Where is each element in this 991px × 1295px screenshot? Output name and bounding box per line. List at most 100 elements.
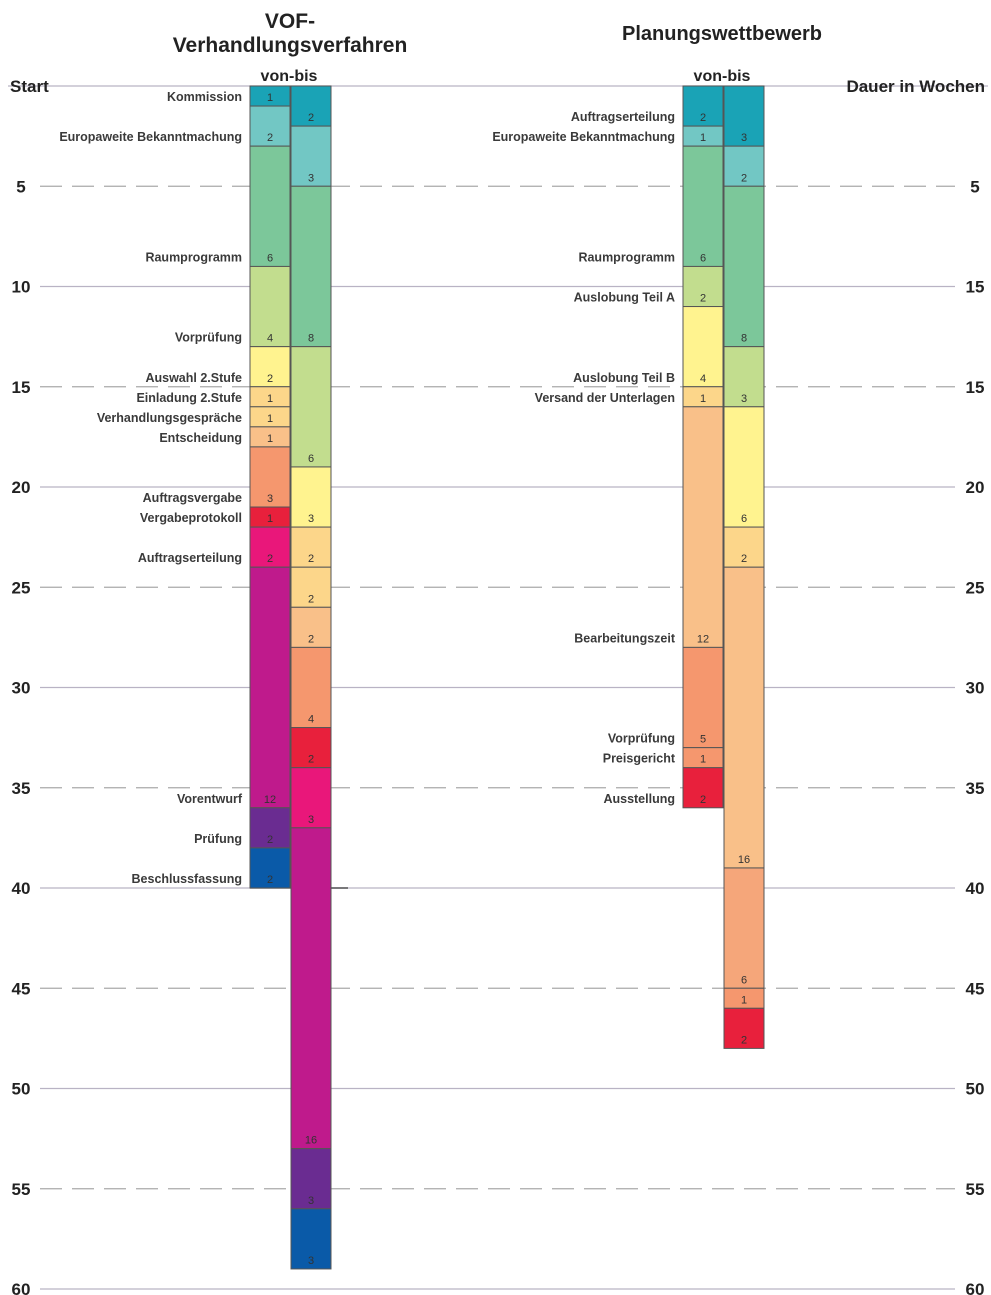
segment-value: 1 <box>267 433 273 445</box>
bar-segment <box>249 566 291 809</box>
segment-value: 2 <box>700 112 706 124</box>
bar-segment <box>723 406 765 528</box>
bar-segment <box>290 566 332 608</box>
titles: VOF-Verhandlungsverfahren Planungswettbew… <box>173 10 822 85</box>
segment-value: 12 <box>264 794 276 806</box>
bar-segment <box>290 827 332 1150</box>
task-label: Prüfung <box>194 832 242 846</box>
task-label: Verhandlungsgespräche <box>97 411 242 425</box>
bar-segment <box>723 185 765 348</box>
tick-label-right: 60 <box>966 1280 985 1295</box>
segment-value: 2 <box>700 293 706 305</box>
gridlines <box>8 85 988 1290</box>
tick-label-right: 55 <box>966 1180 985 1199</box>
bar-segment <box>723 867 765 989</box>
bar-segment <box>290 767 332 829</box>
bar-segment <box>249 145 291 267</box>
task-labels: Kommission Europaweite Bekanntmachung Raum… <box>59 90 676 886</box>
bar-segment <box>723 1007 765 1049</box>
tick-label-left: 20 <box>12 478 31 497</box>
task-label: Auswahl 2.Stufe <box>145 371 242 385</box>
segment-value: 1 <box>741 994 747 1006</box>
task-label: Auftragsvergabe <box>143 491 242 505</box>
segment-value: 8 <box>741 333 747 345</box>
task-label: Beschlussfassung <box>132 872 242 886</box>
bar-segment <box>290 646 332 729</box>
segment-value: 8 <box>308 333 314 345</box>
title-vof-line1: VOF- <box>265 10 315 33</box>
bar-segment <box>290 85 332 127</box>
tick-label-left: 55 <box>12 1180 31 1199</box>
segment-value: 3 <box>267 493 273 505</box>
bar-segment <box>249 346 291 388</box>
segment-value: 3 <box>741 393 747 405</box>
tick-label-left: 35 <box>12 779 31 798</box>
task-label: Auftragserteilung <box>571 110 675 124</box>
bar-segment <box>682 306 724 388</box>
tick-label-left: 30 <box>12 679 31 698</box>
bar-segment <box>249 446 291 508</box>
tick-label-right: 25 <box>966 578 985 597</box>
segment-value: 2 <box>308 112 314 124</box>
tick-label-left: 40 <box>12 879 31 898</box>
task-label: Preisgericht <box>603 752 676 766</box>
tick-label-left: 15 <box>12 378 31 397</box>
task-label: Auftragserteilung <box>138 551 242 565</box>
segment-value: 2 <box>741 172 747 184</box>
segment-value: 12 <box>697 633 709 645</box>
tick-label-right: 35 <box>966 779 985 798</box>
segment-value: 6 <box>741 513 747 525</box>
bar-segment <box>249 526 291 568</box>
bar-segment <box>249 807 291 849</box>
task-label: Ausstellung <box>603 792 675 806</box>
segment-value: 2 <box>267 553 273 565</box>
segment-value: 2 <box>700 794 706 806</box>
task-label: Auslobung Teil A <box>574 291 675 305</box>
tick-label-right: 50 <box>966 1080 985 1099</box>
bar-segment <box>723 566 765 869</box>
tick-label-left: 45 <box>12 979 31 998</box>
task-label: Europaweite Bekanntmachung <box>492 130 675 144</box>
segment-value: 3 <box>308 172 314 184</box>
segment-value: 16 <box>305 1135 317 1147</box>
bar-segment <box>723 145 765 187</box>
bar-segment <box>249 105 291 147</box>
bar-segment <box>723 346 765 408</box>
task-label: Europaweite Bekanntmachung <box>59 130 242 144</box>
column-header-vof: von-bis <box>261 68 318 85</box>
tick-label-left: 5 <box>16 177 25 196</box>
segment-value: 4 <box>308 714 314 726</box>
task-label: Bearbeitungszeit <box>574 631 676 645</box>
segment-value: 6 <box>741 974 747 986</box>
tick-label-right: 30 <box>966 679 985 698</box>
segment-value: 1 <box>700 132 706 144</box>
tick-label-left: 50 <box>12 1080 31 1099</box>
segment-value: 2 <box>267 373 273 385</box>
segment-value: 1 <box>700 393 706 405</box>
tick-label-right: 45 <box>966 979 985 998</box>
tick-label-left: 10 <box>12 278 31 297</box>
bar-segment <box>290 606 332 648</box>
bar-segment <box>290 1148 332 1210</box>
task-label: Versand der Unterlagen <box>535 391 675 405</box>
tick-label-right: 15 <box>966 278 985 297</box>
segment-value: 3 <box>308 814 314 826</box>
tick-label-right: 20 <box>966 478 985 497</box>
segment-value: 2 <box>267 834 273 846</box>
tick-label-left: 60 <box>12 1280 31 1295</box>
axis-label-start: Start <box>10 77 49 96</box>
bar-segment <box>249 265 291 348</box>
task-label: Auslobung Teil B <box>573 371 675 385</box>
segment-value: 4 <box>700 373 706 385</box>
segment-value: 6 <box>267 252 273 264</box>
segment-value: 4 <box>267 333 273 345</box>
bar-segment <box>249 847 291 889</box>
column-header-wettbewerb: von-bis <box>694 68 751 85</box>
bar-segment <box>682 145 724 267</box>
bars: 1264211131212222386322242316332162411251… <box>249 85 765 1270</box>
task-label: Raumprogramm <box>578 250 675 264</box>
task-label: Vergabeprotokoll <box>140 511 242 525</box>
segment-value: 2 <box>308 553 314 565</box>
